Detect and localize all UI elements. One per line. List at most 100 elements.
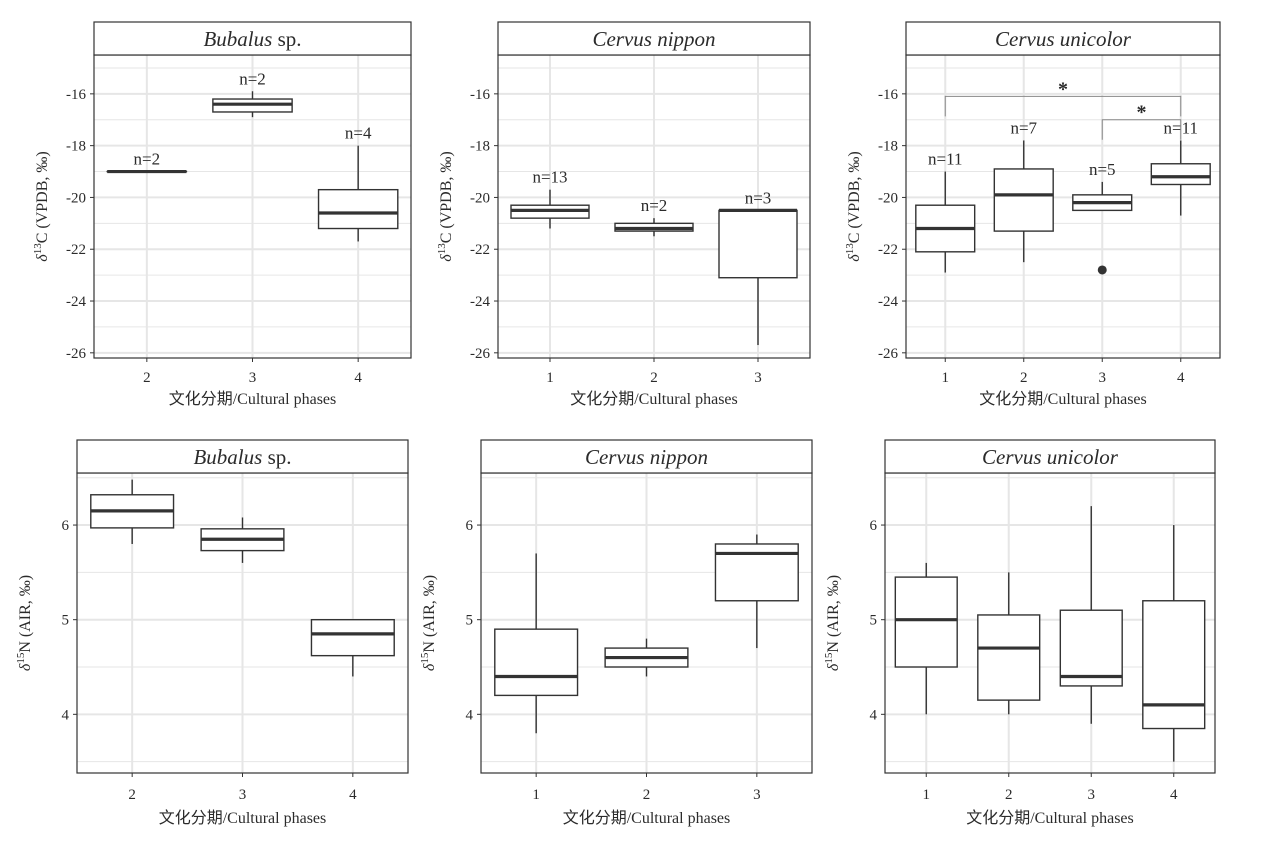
sample-size-label: n=11 [928, 150, 962, 169]
y-tick-label: -16 [66, 87, 86, 103]
facet-title-italic: Cervus nippon [585, 445, 708, 469]
y-tick-label: 4 [466, 707, 474, 723]
x-tick-label: 3 [1088, 787, 1096, 803]
y-tick-label: 5 [62, 613, 70, 629]
x-tick-label: 4 [1170, 787, 1178, 803]
y-tick-label: -20 [470, 190, 490, 206]
box-iqr [977, 614, 1041, 701]
facet-title: Cervus unicolor [995, 27, 1132, 51]
facet-strip [480, 439, 813, 474]
boxplot-3 [714, 534, 799, 649]
y-axis-delta: δ [846, 254, 863, 262]
y-axis-unit: C (VPDB, ‰) [34, 151, 51, 243]
y-axis-unit: N (AIR, ‰) [17, 575, 34, 653]
x-tick-label: 4 [1177, 370, 1185, 386]
y-axis-unit: N (AIR, ‰) [421, 575, 438, 653]
y-axis-title: δ13C (VPDB, ‰) [32, 151, 51, 261]
x-axis-title: 文化分期/Cultural phases [979, 390, 1147, 408]
boxplot-4 [1142, 525, 1206, 762]
x-axis-title: 文化分期/Cultural phases [563, 809, 731, 827]
box-iqr [993, 168, 1054, 232]
facet-strip [76, 439, 409, 474]
box-iqr [1059, 609, 1123, 687]
boxplot-2 [604, 638, 689, 677]
y-axis-superscript: 15 [823, 652, 835, 664]
y-axis-superscript: 13 [436, 243, 448, 255]
facet-title: Cervus nippon [592, 27, 715, 51]
y-tick-label: 4 [870, 707, 878, 723]
significance-bracket: * [944, 78, 1182, 117]
y-tick-label: 6 [466, 518, 474, 534]
sample-size-label: n=2 [134, 150, 161, 169]
y-axis-title: δ15N (AIR, ‰) [419, 575, 438, 671]
y-axis-title: δ13C (VPDB, ‰) [844, 151, 863, 261]
facet-title: Cervus nippon [585, 445, 708, 469]
y-tick-label: -18 [470, 139, 490, 155]
y-axis-title: δ15N (AIR, ‰) [15, 575, 34, 671]
y-tick-label: -16 [470, 87, 490, 103]
box-iqr [718, 209, 798, 279]
boxplot-1 [494, 553, 579, 734]
x-tick-label: 3 [753, 787, 761, 803]
y-tick-label: 5 [870, 613, 878, 629]
significance-star: * [1058, 78, 1068, 100]
y-axis-superscript: 13 [32, 243, 44, 255]
x-tick-label: 3 [239, 787, 247, 803]
y-axis-unit: C (VPDB, ‰) [438, 151, 455, 243]
x-tick-label: 2 [143, 370, 151, 386]
y-tick-label: -24 [470, 294, 490, 310]
box-iqr [310, 618, 395, 657]
facet-strip [905, 21, 1221, 56]
y-tick-label: -24 [66, 294, 86, 310]
sample-size-label: n=7 [1010, 118, 1037, 137]
x-axis-title: 文化分期/Cultural phases [570, 390, 738, 408]
boxplot-1 [894, 562, 958, 715]
x-tick-label: 2 [650, 370, 658, 386]
x-tick-label: 2 [1005, 787, 1013, 803]
panel-6: Cervus unicolor 4 5 6 1 2 3 4 文化分期/Cultural phas… [823, 439, 1216, 827]
y-tick-label: -18 [878, 139, 898, 155]
x-axis-title: 文化分期/Cultural phases [169, 390, 337, 408]
x-axis-title: 文化分期/Cultural phases [159, 809, 327, 827]
sample-size-label: n=3 [745, 188, 772, 207]
sample-size-label: n=4 [345, 124, 372, 143]
facet-title-suffix: sp. [272, 27, 301, 51]
x-tick-label: 2 [643, 787, 651, 803]
panel-2: n=13 n=2 n=3 Cervus nippon -16 -18 -20 -22 -24 -2… [436, 21, 811, 408]
y-tick-label: -18 [66, 139, 86, 155]
facet-title-italic: Cervus unicolor [995, 27, 1132, 51]
box-iqr [894, 576, 958, 668]
boxplot-2: n=2 [106, 150, 188, 174]
x-tick-label: 2 [128, 787, 136, 803]
x-tick-label: 1 [923, 787, 931, 803]
boxplot-4: n=4 [317, 124, 399, 242]
y-axis-unit: C (VPDB, ‰) [846, 151, 863, 243]
facet-title-italic: Bubalus [203, 27, 272, 51]
x-tick-label: 4 [354, 370, 362, 386]
y-tick-label: -20 [878, 190, 898, 206]
box-iqr [317, 188, 399, 230]
facet-title-italic: Cervus unicolor [982, 445, 1119, 469]
facet-title: Bubalus sp. [193, 445, 291, 469]
x-tick-label: 2 [1020, 370, 1028, 386]
y-axis-delta: δ [17, 663, 34, 671]
boxplot-1: n=13 [510, 168, 590, 229]
boxplot-3: n=3 [718, 188, 798, 346]
y-tick-label: -26 [66, 346, 86, 362]
sample-size-label: n=5 [1089, 160, 1116, 179]
y-tick-label: -22 [878, 242, 898, 258]
significance-bracket: * [1101, 102, 1182, 140]
y-axis-unit: N (AIR, ‰) [825, 575, 842, 653]
y-tick-label: -20 [66, 190, 86, 206]
facet-title-italic: Bubalus [193, 445, 262, 469]
bracket-line [1101, 119, 1182, 140]
y-axis-title: δ13C (VPDB, ‰) [436, 151, 455, 261]
boxplot-3: n=2 [212, 69, 293, 118]
y-tick-label: -26 [878, 346, 898, 362]
outlier-point [1097, 265, 1107, 275]
y-tick-label: 6 [870, 518, 878, 534]
boxplot-3: n=5 [1072, 160, 1133, 275]
boxplot-2 [90, 479, 175, 544]
boxplot-1: n=11 [915, 150, 976, 273]
y-tick-label: -24 [878, 294, 898, 310]
